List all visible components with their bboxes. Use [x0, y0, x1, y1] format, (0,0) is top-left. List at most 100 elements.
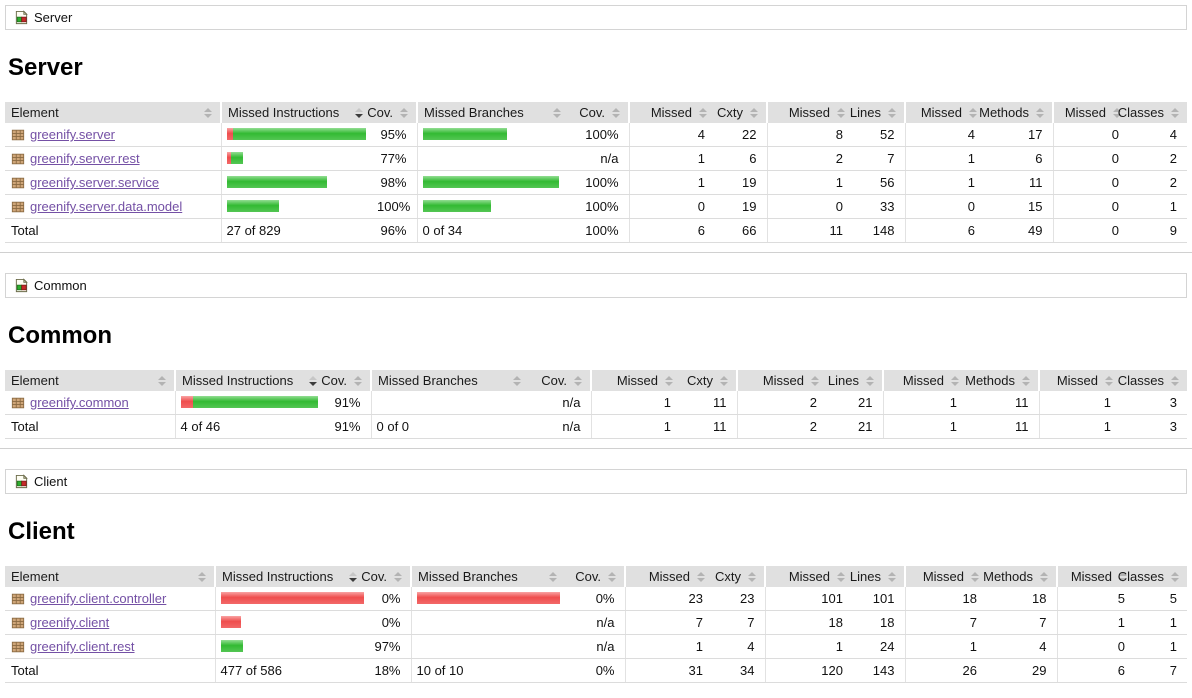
package-icon — [11, 129, 25, 140]
total-label: Total — [5, 414, 175, 439]
column-header-missed[interactable]: Missed — [882, 370, 967, 391]
column-header-cov-[interactable]: Cov. — [361, 566, 411, 587]
column-header-missed[interactable]: Missed — [1038, 370, 1121, 391]
column-header-missed-branches[interactable]: Missed Branches — [410, 566, 565, 587]
metric-value: 1 — [1038, 391, 1121, 415]
total-metric-value: 11 — [967, 414, 1039, 439]
column-header-missed[interactable]: Missed — [764, 566, 853, 587]
missed-instructions-bar-cell — [174, 391, 325, 415]
package-link[interactable]: greenify.server.rest — [30, 151, 140, 166]
sort-arrows-icon — [1171, 375, 1179, 386]
metric-value: 1 — [904, 146, 985, 171]
metric-value: 21 — [827, 391, 883, 415]
column-header-missed[interactable]: Missed — [1056, 566, 1135, 587]
package-icon — [11, 641, 25, 652]
package-link[interactable]: greenify.client — [30, 615, 110, 630]
group-icon — [15, 278, 28, 293]
column-header-cov-[interactable]: Cov. — [529, 370, 591, 391]
column-header-missed[interactable]: Missed — [904, 566, 987, 587]
metric-value: 0 — [904, 194, 985, 219]
total-branch-coverage: 100% — [569, 218, 629, 243]
column-header-methods[interactable]: Methods — [965, 370, 1039, 391]
column-header-label: Cov. — [541, 373, 567, 388]
column-header-missed-branches[interactable]: Missed Branches — [370, 370, 529, 391]
sort-arrows-icon — [574, 375, 582, 386]
column-header-label: Missed — [650, 105, 692, 120]
column-header-lines[interactable]: Lines — [850, 566, 905, 587]
column-header-cov-[interactable]: Cov. — [565, 566, 625, 587]
total-metric-value: 120 — [764, 658, 853, 683]
package-link[interactable]: greenify.server.service — [30, 175, 160, 190]
column-header-classes[interactable]: Classes — [1118, 566, 1187, 587]
metric-value: 0 — [1052, 146, 1129, 171]
column-header-classes[interactable]: Classes — [1118, 102, 1187, 123]
column-header-cov-[interactable]: Cov. — [367, 102, 417, 123]
metric-value: 15 — [985, 194, 1053, 219]
branch-coverage-cell: 100% — [569, 123, 629, 147]
instructions-coverage-bar — [180, 396, 318, 408]
column-header-cov-[interactable]: Cov. — [321, 370, 371, 391]
column-header-element[interactable]: Element — [5, 102, 221, 123]
column-header-missed[interactable]: Missed — [904, 102, 985, 123]
column-header-methods[interactable]: Methods — [979, 102, 1053, 123]
column-header-cxty[interactable]: Cxty — [713, 566, 765, 587]
breadcrumb: Server — [5, 5, 1187, 30]
column-header-label: Element — [11, 569, 59, 584]
missed-branches-bar-cell — [416, 170, 569, 195]
column-header-missed[interactable]: Missed — [624, 566, 713, 587]
column-header-missed[interactable]: Missed — [766, 102, 853, 123]
column-header-missed-instructions[interactable]: Missed Instructions — [220, 102, 371, 123]
sort-arrows-icon — [748, 571, 756, 582]
column-header-cxty[interactable]: Cxty — [681, 370, 737, 391]
total-metric-value: 148 — [853, 218, 905, 243]
package-link[interactable]: greenify.client.controller — [30, 591, 167, 606]
missed-instructions-bar-cell — [214, 587, 365, 611]
metric-value: 18 — [764, 610, 853, 635]
total-metric-value: 6 — [1056, 658, 1135, 683]
instructions-coverage-bar — [226, 176, 327, 188]
metric-value: 4 — [713, 634, 765, 659]
column-header-missed[interactable]: Missed — [590, 370, 681, 391]
column-header-element[interactable]: Element — [5, 566, 215, 587]
metric-value: 1 — [1135, 610, 1187, 635]
total-metric-value: 1 — [590, 414, 681, 439]
column-header-label: Missed — [922, 569, 964, 584]
total-instruction-coverage: 96% — [371, 218, 417, 243]
package-link[interactable]: greenify.server — [30, 127, 116, 142]
metric-value: 23 — [624, 587, 713, 611]
group-icon — [15, 10, 28, 25]
column-header-missed[interactable]: Missed — [736, 370, 827, 391]
package-link[interactable]: greenify.server.data.model — [30, 199, 183, 214]
column-header-lines[interactable]: Lines — [850, 102, 905, 123]
metric-value: 1 — [764, 634, 853, 659]
element-cell: greenify.client — [5, 610, 215, 635]
branch-coverage-cell: n/a — [565, 610, 625, 635]
column-header-cxty[interactable]: Cxty — [715, 102, 767, 123]
column-header-missed[interactable]: Missed — [628, 102, 715, 123]
column-header-missed-instructions[interactable]: Missed Instructions — [214, 566, 365, 587]
column-header-missed-instructions[interactable]: Missed Instructions — [174, 370, 325, 391]
column-header-label: Cov. — [367, 105, 393, 120]
column-header-label: Cxty — [717, 105, 743, 120]
metric-value: 0 — [1056, 634, 1135, 659]
branch-coverage-cell: n/a — [565, 634, 625, 659]
breadcrumb-label: Common — [34, 278, 87, 293]
package-link[interactable]: greenify.common — [30, 395, 129, 410]
column-header-missed[interactable]: Missed — [1052, 102, 1129, 123]
element-cell: greenify.server — [5, 123, 221, 147]
column-header-classes[interactable]: Classes — [1118, 370, 1187, 391]
column-header-cov-[interactable]: Cov. — [569, 102, 629, 123]
column-header-element[interactable]: Element — [5, 370, 175, 391]
total-metric-value: 9 — [1129, 218, 1187, 243]
missed-instructions-bar-cell — [220, 146, 371, 171]
column-header-missed-branches[interactable]: Missed Branches — [416, 102, 569, 123]
metric-value: 4 — [904, 123, 985, 147]
table-row: greenify.client.controller 0% 0% 23 23 101… — [5, 587, 1187, 611]
total-row: Total 477 of 586 18% 10 of 10 0% 31 34 120… — [5, 658, 1187, 683]
branch-coverage-cell: 0% — [565, 587, 625, 611]
column-header-methods[interactable]: Methods — [983, 566, 1057, 587]
column-header-label: Missed Instructions — [222, 569, 334, 584]
total-branch-coverage: n/a — [529, 414, 591, 439]
package-link[interactable]: greenify.client.rest — [30, 639, 135, 654]
column-header-lines[interactable]: Lines — [827, 370, 883, 391]
